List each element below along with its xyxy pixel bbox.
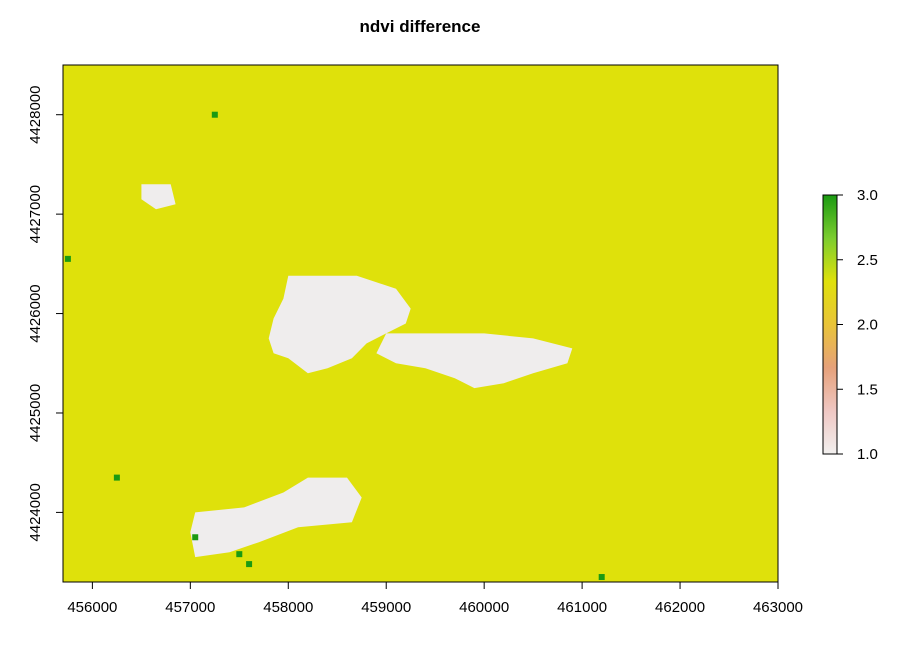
nodata-region-north-west-patch bbox=[141, 184, 176, 210]
high-value-cell bbox=[246, 561, 253, 568]
nodata-region-central-cluster-east bbox=[376, 333, 573, 389]
legend-tick-label: 1.5 bbox=[857, 381, 878, 398]
nodata-region-central-cluster-west bbox=[268, 275, 411, 374]
high-value-cell bbox=[211, 111, 218, 118]
high-value-cell bbox=[113, 474, 120, 481]
legend-colorbar bbox=[822, 194, 838, 455]
x-tick-label: 463000 bbox=[753, 599, 803, 616]
x-tick-label: 457000 bbox=[165, 599, 215, 616]
x-tick-label: 456000 bbox=[67, 599, 117, 616]
y-tick-label: 4425000 bbox=[27, 384, 44, 442]
legend-tick-label: 2.5 bbox=[857, 252, 878, 269]
x-tick-label: 458000 bbox=[263, 599, 313, 616]
x-tick-label: 459000 bbox=[361, 599, 411, 616]
y-tick-label: 4428000 bbox=[27, 86, 44, 144]
legend: 3.0 2.5 2.0 1.5 1.0 bbox=[822, 187, 878, 463]
y-tick-label: 4424000 bbox=[27, 483, 44, 541]
x-tick-label: 461000 bbox=[557, 599, 607, 616]
nodata-region-south-patch bbox=[190, 477, 362, 558]
nodata-layer bbox=[141, 184, 573, 558]
y-tick-label: 4426000 bbox=[27, 284, 44, 342]
x-tick-label: 460000 bbox=[459, 599, 509, 616]
map-title: ndvi difference bbox=[359, 17, 481, 36]
legend-tick-label: 1.0 bbox=[857, 446, 878, 463]
raster-background bbox=[63, 65, 778, 582]
x-tick-label: 462000 bbox=[655, 599, 705, 616]
high-value-cell bbox=[598, 574, 605, 581]
legend-tick-label: 2.0 bbox=[857, 317, 878, 334]
y-tick-label: 4427000 bbox=[27, 185, 44, 243]
high-value-layer bbox=[64, 111, 605, 581]
high-value-cell bbox=[192, 534, 199, 541]
high-value-cell bbox=[236, 551, 243, 558]
high-value-cell bbox=[64, 255, 71, 262]
y-axis: 4424000 4425000 4426000 4427000 4428000 bbox=[27, 86, 64, 542]
legend-tick-label: 3.0 bbox=[857, 187, 878, 204]
x-axis: 456000 457000 458000 459000 460000 461000 4620… bbox=[67, 581, 803, 616]
